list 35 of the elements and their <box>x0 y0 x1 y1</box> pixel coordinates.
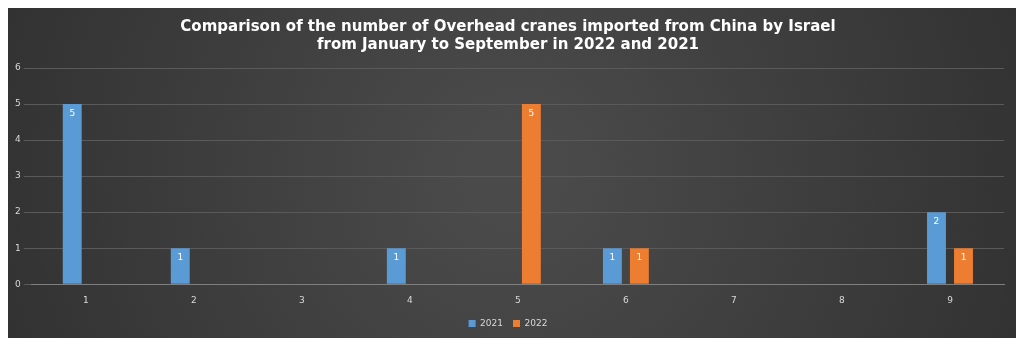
y-tick-label: 1 <box>14 242 21 253</box>
y-tick-label: 2 <box>14 206 21 217</box>
data-label: 2 <box>933 215 940 226</box>
bar <box>602 248 622 284</box>
bar <box>62 104 82 284</box>
x-tick-label: 7 <box>731 294 737 305</box>
y-tick-label: 0 <box>14 278 21 289</box>
data-label: 5 <box>69 107 76 118</box>
bar <box>521 104 541 284</box>
bar <box>629 248 649 284</box>
legend-label: 2022 <box>524 317 548 328</box>
x-tick-label: 3 <box>298 294 305 305</box>
legend-label: 2021 <box>480 317 503 328</box>
bar <box>170 248 190 284</box>
x-tick-label: 5 <box>515 294 521 305</box>
bar <box>386 248 406 284</box>
y-tick-label: 4 <box>14 134 21 145</box>
x-tick-label: 8 <box>839 294 846 305</box>
x-tick-label: 4 <box>406 294 413 305</box>
data-label: 1 <box>609 252 616 263</box>
chart-title: Comparison of the number of Overhead cranes imported from China by Israel from January to September in 2022 and 2021 <box>180 16 836 53</box>
data-label: 1 <box>177 252 184 263</box>
data-label: 1 <box>636 252 643 263</box>
x-tick-label: 1 <box>82 294 89 305</box>
data-label: 5 <box>528 107 535 118</box>
data-label: 1 <box>960 252 967 263</box>
x-tick-label: 6 <box>623 294 630 305</box>
y-tick-label: 6 <box>14 62 21 73</box>
y-tick-label: 5 <box>14 98 21 109</box>
y-tick-label: 3 <box>14 170 21 181</box>
bar <box>954 248 973 284</box>
bar <box>927 212 946 284</box>
x-tick-label: 9 <box>947 294 954 305</box>
data-label: 1 <box>393 252 400 263</box>
x-tick-label: 2 <box>190 294 197 305</box>
